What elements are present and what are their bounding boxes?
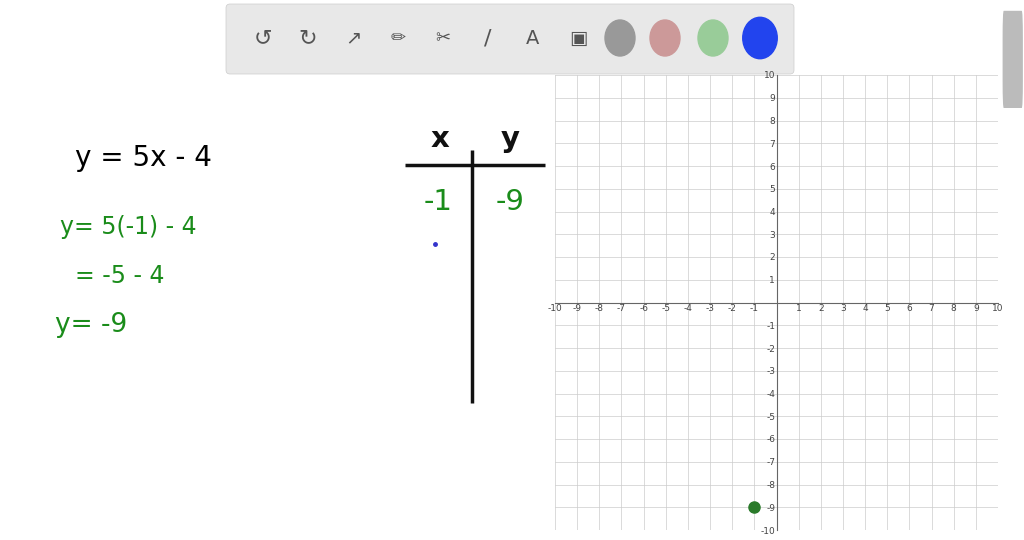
FancyBboxPatch shape: [226, 4, 794, 74]
Text: ✂: ✂: [435, 29, 451, 47]
Text: y = 5x - 4: y = 5x - 4: [75, 144, 212, 172]
Text: ↻: ↻: [299, 28, 317, 48]
Ellipse shape: [605, 20, 635, 56]
FancyBboxPatch shape: [1002, 11, 1023, 108]
Text: = -5 - 4: = -5 - 4: [75, 264, 165, 288]
Text: y: y: [501, 125, 519, 153]
Text: A: A: [526, 29, 540, 48]
Text: -1: -1: [424, 188, 453, 216]
Ellipse shape: [742, 17, 777, 59]
Text: -9: -9: [496, 188, 524, 216]
Text: x: x: [431, 125, 450, 153]
Text: ↺: ↺: [254, 28, 272, 48]
Text: ▣: ▣: [568, 29, 587, 48]
Ellipse shape: [698, 20, 728, 56]
Text: ↗: ↗: [345, 29, 361, 48]
Ellipse shape: [650, 20, 680, 56]
Text: /: /: [484, 28, 492, 48]
Text: ✏: ✏: [390, 29, 406, 47]
Text: y= -9: y= -9: [55, 312, 127, 338]
Text: y= 5(-1) - 4: y= 5(-1) - 4: [60, 215, 197, 239]
